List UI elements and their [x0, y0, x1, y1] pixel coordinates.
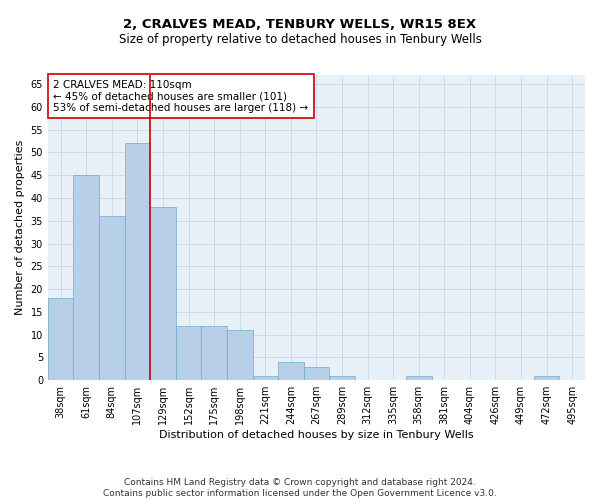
Bar — [176, 326, 202, 380]
Text: 2, CRALVES MEAD, TENBURY WELLS, WR15 8EX: 2, CRALVES MEAD, TENBURY WELLS, WR15 8EX — [124, 18, 476, 30]
Bar — [406, 376, 431, 380]
Bar — [329, 376, 355, 380]
Bar — [150, 207, 176, 380]
Bar — [73, 175, 99, 380]
Bar — [48, 298, 73, 380]
Bar — [99, 216, 125, 380]
Bar — [534, 376, 559, 380]
Text: 2 CRALVES MEAD: 110sqm
← 45% of detached houses are smaller (101)
53% of semi-de: 2 CRALVES MEAD: 110sqm ← 45% of detached… — [53, 80, 308, 113]
Bar — [304, 366, 329, 380]
Bar — [202, 326, 227, 380]
X-axis label: Distribution of detached houses by size in Tenbury Wells: Distribution of detached houses by size … — [159, 430, 474, 440]
Bar — [125, 144, 150, 380]
Bar — [278, 362, 304, 380]
Text: Contains HM Land Registry data © Crown copyright and database right 2024.
Contai: Contains HM Land Registry data © Crown c… — [103, 478, 497, 498]
Bar — [227, 330, 253, 380]
Text: Size of property relative to detached houses in Tenbury Wells: Size of property relative to detached ho… — [119, 32, 481, 46]
Bar — [253, 376, 278, 380]
Y-axis label: Number of detached properties: Number of detached properties — [15, 140, 25, 316]
